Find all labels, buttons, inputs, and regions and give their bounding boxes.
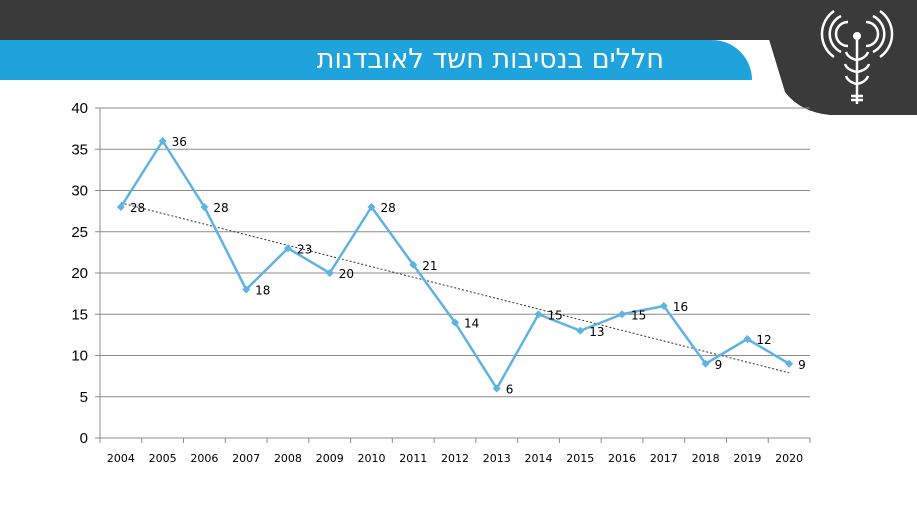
title-banner: חללים בנסיבות חשד לאובדנות (0, 40, 752, 80)
y-tick-label: 0 (80, 430, 88, 447)
data-point (576, 326, 585, 335)
data-label: 6 (506, 383, 514, 397)
data-point (785, 359, 794, 368)
data-point (659, 302, 668, 310)
data-point (158, 137, 167, 145)
data-point (743, 335, 752, 343)
data-label: 12 (756, 333, 771, 347)
y-tick-label: 30 (71, 183, 88, 200)
data-label: 15 (631, 308, 646, 322)
data-point (701, 359, 710, 368)
data-label: 28 (213, 201, 228, 215)
x-tick-label: 2018 (692, 452, 720, 465)
data-label: 16 (673, 300, 688, 314)
data-label: 20 (339, 267, 354, 281)
data-point (534, 310, 543, 319)
data-label: 23 (297, 242, 312, 256)
y-tick-label: 5 (80, 389, 88, 406)
x-tick-label: 2009 (316, 452, 344, 465)
y-tick-label: 40 (71, 100, 88, 117)
y-tick-label: 15 (71, 306, 88, 323)
data-label: 28 (130, 201, 145, 215)
x-tick-label: 2013 (483, 452, 511, 465)
data-label: 36 (172, 135, 187, 149)
y-tick-label: 10 (71, 348, 88, 365)
x-tick-label: 2008 (274, 452, 302, 465)
x-tick-label: 2010 (357, 452, 385, 465)
x-tick-label: 2012 (441, 452, 469, 465)
x-tick-label: 2006 (190, 452, 218, 465)
y-tick-label: 20 (71, 265, 88, 282)
x-tick-label: 2014 (525, 452, 553, 465)
data-point (451, 318, 459, 327)
data-label: 28 (380, 201, 395, 215)
trendline (120, 202, 790, 374)
page-title: חללים בנסיבות חשד לאובדנות (316, 44, 664, 75)
data-label: 21 (422, 259, 437, 273)
data-point (325, 269, 334, 277)
data-label: 9 (798, 358, 806, 372)
x-tick-label: 2007 (232, 452, 260, 465)
data-label: 15 (548, 308, 563, 322)
data-point (492, 384, 501, 393)
data-point (116, 203, 125, 211)
x-tick-label: 2004 (107, 452, 135, 465)
y-tick-label: 35 (71, 141, 88, 158)
data-point (242, 285, 251, 294)
data-point (409, 260, 418, 269)
data-label: 18 (255, 284, 270, 298)
data-point (618, 310, 627, 319)
data-point (283, 244, 292, 253)
x-tick-label: 2011 (399, 452, 427, 465)
data-label: 9 (715, 358, 723, 372)
radio-broadcast-antenna-icon (820, 9, 894, 104)
data-label: 13 (589, 325, 604, 339)
x-tick-label: 2020 (775, 452, 803, 465)
x-tick-label: 2015 (566, 452, 594, 465)
x-tick-label: 2017 (650, 452, 678, 465)
y-tick-label: 25 (71, 224, 88, 241)
x-tick-label: 2019 (733, 452, 761, 465)
data-point (367, 203, 376, 211)
series-line (119, 139, 790, 390)
data-point (200, 203, 209, 211)
antenna-tip (853, 32, 861, 40)
x-tick-label: 2005 (149, 452, 177, 465)
data-label: 14 (464, 317, 479, 331)
x-tick-label: 2016 (608, 452, 636, 465)
logo-corner (757, 0, 917, 115)
